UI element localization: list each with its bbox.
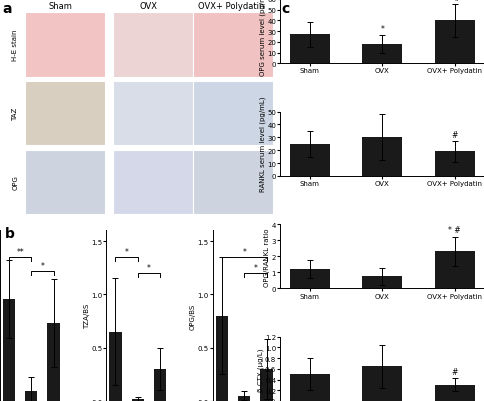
Y-axis label: OPG/RANKL ratio: OPG/RANKL ratio — [264, 227, 270, 286]
Bar — [47, 323, 60, 401]
Bar — [113, 13, 193, 77]
Text: **: ** — [16, 247, 24, 256]
Text: #: # — [452, 130, 458, 139]
Text: *: * — [380, 25, 384, 34]
Text: #: # — [452, 367, 458, 376]
Text: a: a — [3, 2, 12, 16]
Bar — [238, 396, 250, 401]
Bar — [25, 13, 105, 77]
Bar — [362, 138, 402, 176]
Bar — [109, 332, 121, 401]
Bar — [193, 150, 273, 215]
Text: *: * — [41, 262, 45, 271]
Text: c: c — [282, 2, 290, 16]
Y-axis label: OPG serum level (pg/mL): OPG serum level (pg/mL) — [259, 0, 266, 76]
Bar — [289, 374, 330, 401]
Bar — [216, 316, 228, 401]
Y-axis label: OPG/BS: OPG/BS — [190, 303, 196, 329]
Bar — [435, 385, 475, 401]
Text: *: * — [147, 263, 151, 272]
Text: OVX: OVX — [140, 2, 158, 11]
Bar — [154, 369, 166, 401]
Text: * #: * # — [449, 226, 461, 235]
Text: *: * — [254, 263, 257, 272]
Bar — [362, 45, 402, 64]
Text: TAZ: TAZ — [12, 107, 18, 121]
Bar — [435, 21, 475, 64]
Text: OVX+ Polydatin: OVX+ Polydatin — [198, 2, 265, 11]
Bar — [289, 35, 330, 64]
Text: OPG: OPG — [12, 175, 18, 190]
Y-axis label: TZA/BS: TZA/BS — [84, 303, 90, 328]
Text: H-E stain: H-E stain — [12, 30, 18, 61]
Bar — [132, 399, 144, 401]
Bar — [3, 299, 15, 401]
Text: Sham: Sham — [49, 2, 73, 11]
Bar — [289, 144, 330, 176]
Bar — [113, 82, 193, 146]
Bar — [289, 269, 330, 289]
Y-axis label: RANKL serum level (pg/mL): RANKL serum level (pg/mL) — [259, 97, 266, 192]
Bar — [25, 150, 105, 215]
Text: b: b — [5, 227, 15, 241]
Bar — [435, 252, 475, 289]
Text: *: * — [125, 247, 129, 256]
Bar — [113, 150, 193, 215]
Bar — [193, 82, 273, 146]
Bar — [193, 13, 273, 77]
Bar — [435, 152, 475, 176]
Bar — [362, 366, 402, 401]
Bar — [260, 369, 272, 401]
Y-axis label: β-CTX (μg/L): β-CTX (μg/L) — [257, 347, 263, 391]
Text: *: * — [242, 247, 246, 256]
Text: * #: * # — [449, 0, 461, 3]
Bar — [362, 277, 402, 289]
Bar — [25, 391, 37, 401]
Bar — [25, 82, 105, 146]
